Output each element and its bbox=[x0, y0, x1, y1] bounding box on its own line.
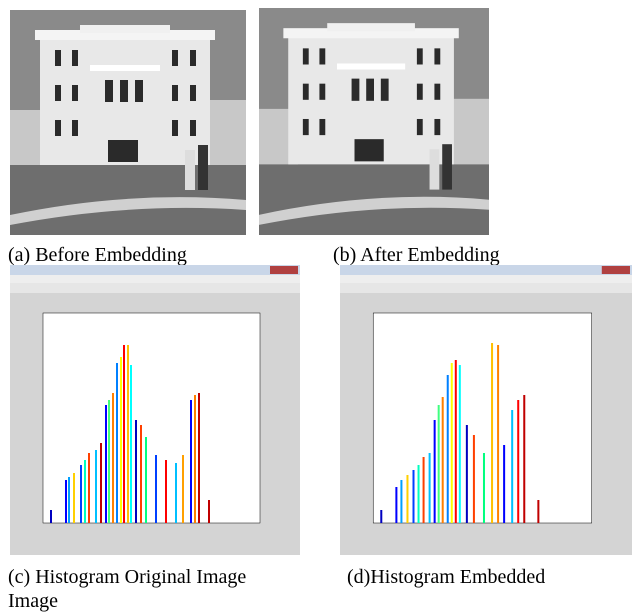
photo-before bbox=[10, 10, 246, 235]
histogram-window-embedded bbox=[340, 265, 632, 555]
caption: (d)Histogram Embedded bbox=[347, 566, 545, 588]
caption: Image bbox=[8, 590, 58, 612]
figure-page: (a) Before Embedding (b) After Embedding bbox=[0, 0, 632, 612]
caption: (c) Histogram Original Image bbox=[8, 566, 246, 588]
caption: (a) Before Embedding bbox=[8, 244, 187, 266]
caption: (b) After Embedding bbox=[333, 244, 500, 266]
photo-after bbox=[259, 8, 489, 235]
histogram-window-original bbox=[10, 265, 300, 555]
